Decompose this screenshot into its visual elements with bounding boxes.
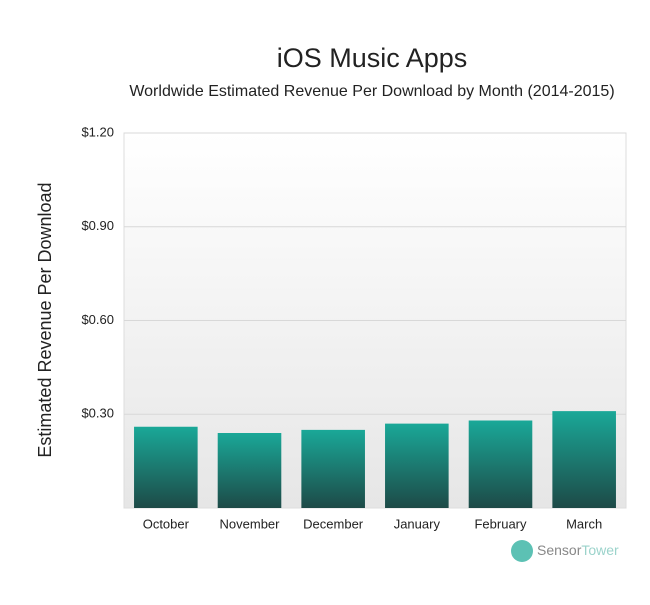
- x-tick-label: December: [303, 516, 364, 531]
- watermark-text: SensorTower: [537, 542, 619, 558]
- y-tick-label: $0.90: [81, 218, 114, 233]
- bar: [217, 433, 282, 508]
- bar: [552, 411, 616, 508]
- y-tick-label: $1.20: [81, 124, 114, 139]
- bar: [134, 426, 198, 508]
- chart-subtitle: Worldwide Estimated Revenue Per Download…: [129, 83, 614, 100]
- x-tick-label: November: [220, 516, 281, 531]
- watermark-part: Tower: [581, 542, 619, 558]
- x-tick-label: February: [474, 516, 527, 531]
- chart-title: iOS Music Apps: [277, 43, 468, 73]
- y-tick-label: $0.60: [81, 312, 114, 327]
- x-tick-label: October: [143, 516, 190, 531]
- watermark-logo: [511, 540, 533, 562]
- bar: [301, 429, 365, 508]
- y-axis-label: Estimated Revenue Per Download: [35, 182, 55, 457]
- watermark-part: Sensor: [537, 542, 582, 558]
- watermark: SensorTower: [511, 540, 619, 562]
- x-tick-label: January: [394, 516, 441, 531]
- bar: [385, 423, 449, 508]
- bar: [468, 420, 533, 508]
- x-tick-label: March: [566, 516, 602, 531]
- y-tick-label: $0.30: [81, 406, 114, 421]
